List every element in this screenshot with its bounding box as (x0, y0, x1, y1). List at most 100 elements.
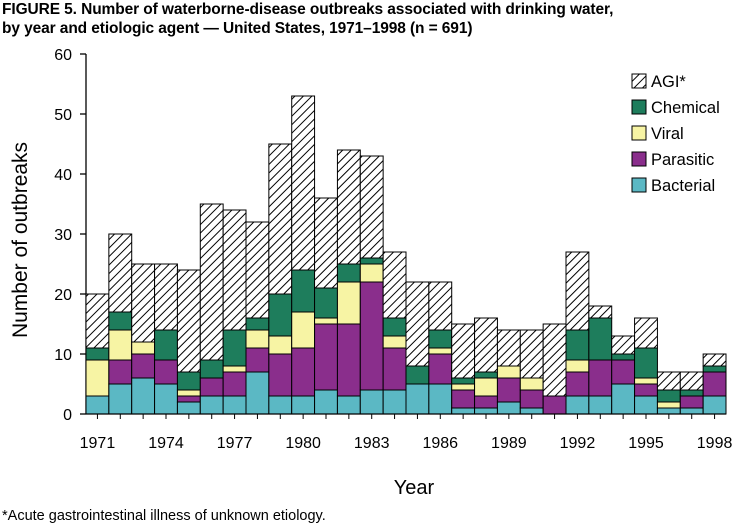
bar-segment-bacterial-1972 (108, 383, 133, 415)
bar-segment-viral-1988 (474, 377, 498, 397)
x-tick-label: 1980 (285, 435, 321, 452)
bar-segment-chemical-1987 (451, 377, 476, 385)
bar-segment-agi-1991 (542, 323, 567, 397)
y-axis-label: Number of outbreaks (9, 142, 32, 338)
legend-label-agi: AGI* (651, 73, 686, 91)
bar-segment-parasitic-1994 (611, 359, 636, 385)
bar-segment-agi-1973 (131, 263, 156, 343)
bar-segment-bacterial-1977 (222, 395, 247, 415)
bar-segment-agi-1985 (405, 281, 430, 367)
legend-label-parasitic: Parasitic (651, 151, 714, 169)
bar-segment-bacterial-1976 (199, 395, 224, 415)
bar-segment-parasitic-1974 (154, 359, 178, 385)
bar-segment-bacterial-1978 (245, 371, 270, 415)
bar-segment-bacterial-1996 (656, 407, 681, 415)
bar-segment-parasitic-1989 (496, 377, 521, 403)
bar-segment-viral-1982 (336, 281, 361, 325)
bar-segment-viral-1990 (519, 377, 544, 391)
x-tick-label: 1989 (491, 435, 527, 452)
bar-segment-viral-1986 (428, 347, 453, 355)
bar-segment-parasitic-1981 (314, 323, 338, 391)
legend-label-viral: Viral (651, 125, 684, 143)
bar-segment-chemical-1992 (565, 329, 590, 361)
bar-segment-bacterial-1992 (565, 395, 590, 415)
legend-swatch-chemical (631, 99, 647, 115)
bar-segment-agi-1992 (565, 251, 590, 331)
bar-segment-agi-1974 (154, 263, 178, 331)
bar-segment-bacterial-1973 (131, 377, 156, 415)
bar-segment-parasitic-1991 (542, 395, 567, 415)
bar-segment-viral-1981 (314, 317, 338, 325)
bar-segment-chemical-1980 (291, 269, 316, 313)
bar-segment-agi-1988 (474, 317, 498, 373)
bar-segment-parasitic-1983 (359, 281, 384, 391)
bar-segment-viral-1992 (565, 359, 590, 373)
bar-segment-bacterial-1981 (314, 389, 338, 415)
bar-segment-agi-1995 (634, 317, 658, 349)
legend-swatch-agi (631, 73, 647, 89)
bar-segment-bacterial-1985 (405, 383, 430, 415)
bar-segment-parasitic-1998 (702, 371, 727, 397)
bar-segment-viral-1983 (359, 263, 384, 283)
bar-segment-parasitic-1997 (679, 395, 704, 409)
bar-segment-chemical-1997 (679, 389, 704, 397)
bar-segment-viral-1984 (382, 335, 407, 349)
legend-swatch-parasitic (631, 151, 647, 167)
bar-segment-viral-1989 (496, 365, 521, 379)
bar-segment-viral-1972 (108, 329, 133, 361)
bar-segment-chemical-1993 (588, 317, 613, 361)
bar-segment-chemical-1975 (176, 371, 201, 391)
bar-segment-chemical-1983 (359, 257, 384, 265)
bar-segment-parasitic-1977 (222, 371, 247, 397)
bar-segment-viral-1977 (222, 365, 247, 373)
bar-segment-chemical-1982 (336, 263, 361, 283)
bar-segment-viral-1975 (176, 389, 201, 397)
x-tick-label: 1995 (628, 435, 664, 452)
bar-segment-viral-1973 (131, 341, 156, 355)
bar-segment-viral-1971 (85, 359, 110, 397)
y-tick-label: 60 (54, 47, 72, 64)
bar-segment-parasitic-1995 (634, 383, 658, 397)
bar-segment-chemical-1996 (656, 389, 681, 403)
bar-segment-chemical-1985 (405, 365, 430, 385)
bar-segment-bacterial-1998 (702, 395, 727, 415)
bar-segment-agi-1996 (656, 371, 681, 391)
bar-segment-chemical-1972 (108, 311, 133, 331)
legend-swatch-bacterial (631, 177, 647, 193)
bar-segment-parasitic-1976 (199, 377, 224, 397)
bar-segment-viral-1980 (291, 311, 316, 349)
y-tick-label: 50 (54, 107, 72, 124)
bar-segment-parasitic-1988 (474, 395, 498, 409)
bar-segment-bacterial-1993 (588, 395, 613, 415)
bar-segment-chemical-1974 (154, 329, 178, 361)
bar-segment-parasitic-1984 (382, 347, 407, 391)
bar-segment-parasitic-1990 (519, 389, 544, 409)
bar-segment-agi-1984 (382, 251, 407, 319)
bar-segment-parasitic-1982 (336, 323, 361, 397)
bar-segment-agi-1986 (428, 281, 453, 331)
bar-segment-bacterial-1982 (336, 395, 361, 415)
y-axis: 0 10 20 30 40 50 60 (54, 47, 87, 424)
x-tick-label: 1992 (560, 435, 596, 452)
bar-segment-bacterial-1988 (474, 407, 498, 415)
x-axis-label: Year (394, 477, 435, 499)
bar-segment-bacterial-1995 (634, 395, 658, 415)
bar-segment-chemical-1998 (702, 365, 727, 373)
y-tick-label: 20 (54, 287, 72, 304)
bar-segment-chemical-1977 (222, 329, 247, 367)
bar-segment-chemical-1971 (85, 347, 110, 361)
x-tick-label: 1983 (354, 435, 390, 452)
bar-segment-viral-1979 (268, 335, 293, 355)
bar-segment-parasitic-1972 (108, 359, 133, 385)
bar-segment-chemical-1979 (268, 293, 293, 337)
bar-segment-parasitic-1992 (565, 371, 590, 397)
legend-label-bacterial: Bacterial (651, 177, 715, 195)
bar-segment-agi-1971 (85, 293, 110, 349)
bar-segment-bacterial-1971 (85, 395, 110, 415)
bar-segment-agi-1979 (268, 143, 293, 295)
bar-segment-parasitic-1975 (176, 395, 201, 403)
bar-segment-bacterial-1979 (268, 395, 293, 415)
bar-segment-bacterial-1990 (519, 407, 544, 415)
bar-segment-bacterial-1989 (496, 401, 521, 415)
bar-segment-agi-1993 (588, 305, 613, 319)
